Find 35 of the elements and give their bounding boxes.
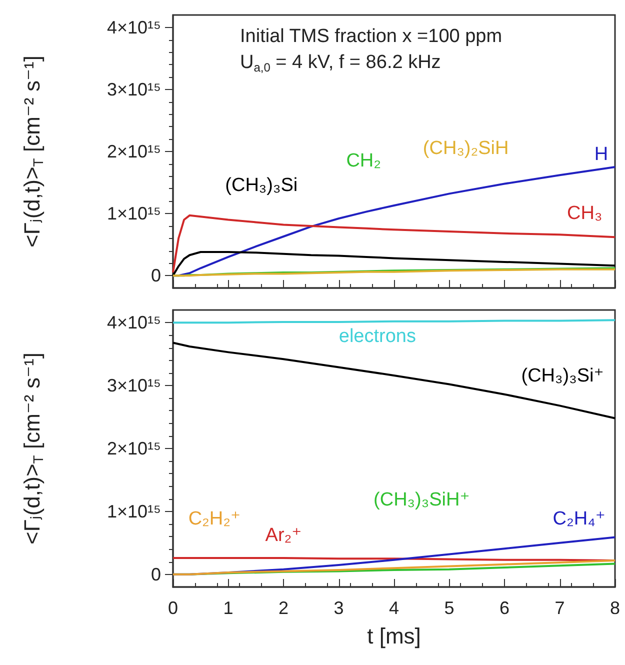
text: (CH₃)₃SiH⁺ bbox=[374, 490, 470, 511]
x-tick-label: 8 bbox=[610, 598, 620, 618]
x-tick-label: 2 bbox=[278, 598, 289, 618]
y-axis-title: <Γⱼ(d,t)>T [cm⁻² s⁻¹] bbox=[20, 56, 46, 248]
y-tick-label: 2×10¹⁵ bbox=[107, 142, 161, 162]
y-tick-label: 3×10¹⁵ bbox=[107, 79, 161, 100]
x-tick-label: 3 bbox=[334, 598, 344, 618]
x-tick-label: 1 bbox=[223, 598, 234, 618]
x-tick-label: 4 bbox=[388, 598, 400, 618]
series-label: H bbox=[594, 144, 608, 166]
line-series bbox=[172, 560, 616, 576]
y-axis-title: <Γⱼ(d,t)>T [cm⁻² s⁻¹] bbox=[20, 352, 46, 544]
x-tick-label: 0 bbox=[168, 598, 178, 618]
y-tick-label: 0 bbox=[150, 564, 161, 584]
series-label: (CH₃)₃Si⁺ bbox=[521, 366, 604, 387]
x-tick-label: 7 bbox=[554, 598, 565, 618]
series-label: electrons bbox=[338, 326, 416, 347]
series-label: C₂H₄⁺ bbox=[552, 508, 606, 530]
text: CH₂ bbox=[346, 150, 382, 172]
text: C₂H₂⁺ bbox=[188, 508, 241, 530]
y-tick-label: 2×10¹⁵ bbox=[107, 438, 161, 458]
x-axis-title: t [ms] bbox=[367, 624, 421, 648]
x-tick-label: 5 bbox=[444, 598, 454, 618]
y-tick-label: 3×10¹⁵ bbox=[107, 376, 161, 396]
y-tick-label: 4×10¹⁵ bbox=[107, 17, 161, 38]
series-label: Ar₂⁺ bbox=[265, 524, 302, 546]
y-tick-label: 4×10¹⁵ bbox=[107, 312, 161, 333]
text: (CH₃)₂SiH bbox=[422, 138, 509, 159]
y-tick-label: 0 bbox=[150, 266, 161, 286]
annotation: Initial TMS fraction x =100 ppm bbox=[240, 26, 502, 47]
y-tick-label: 1×10¹⁵ bbox=[107, 204, 161, 224]
y-tick-label: 1×10¹⁵ bbox=[107, 501, 161, 522]
text: (CH₃)₃Si bbox=[225, 175, 298, 196]
x-tick-label: 6 bbox=[499, 598, 510, 618]
series-label: CH₃ bbox=[567, 203, 602, 224]
